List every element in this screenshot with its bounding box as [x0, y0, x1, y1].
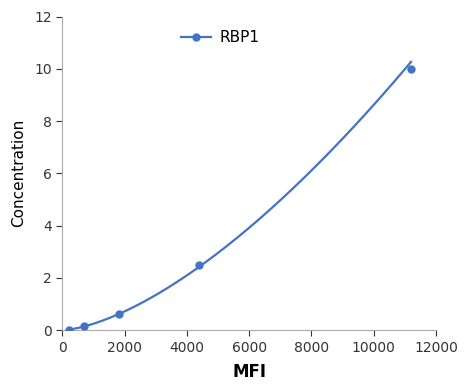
Line: RBP1: RBP1 — [65, 65, 415, 333]
X-axis label: MFI: MFI — [232, 363, 266, 381]
RBP1 — [66, 327, 72, 332]
Y-axis label: Concentration: Concentration — [11, 119, 26, 227]
RBP1 — [82, 324, 87, 328]
Legend: RBP1: RBP1 — [174, 24, 265, 51]
RBP1 — [116, 312, 121, 317]
RBP1 — [408, 67, 414, 71]
RBP1 — [197, 263, 202, 267]
